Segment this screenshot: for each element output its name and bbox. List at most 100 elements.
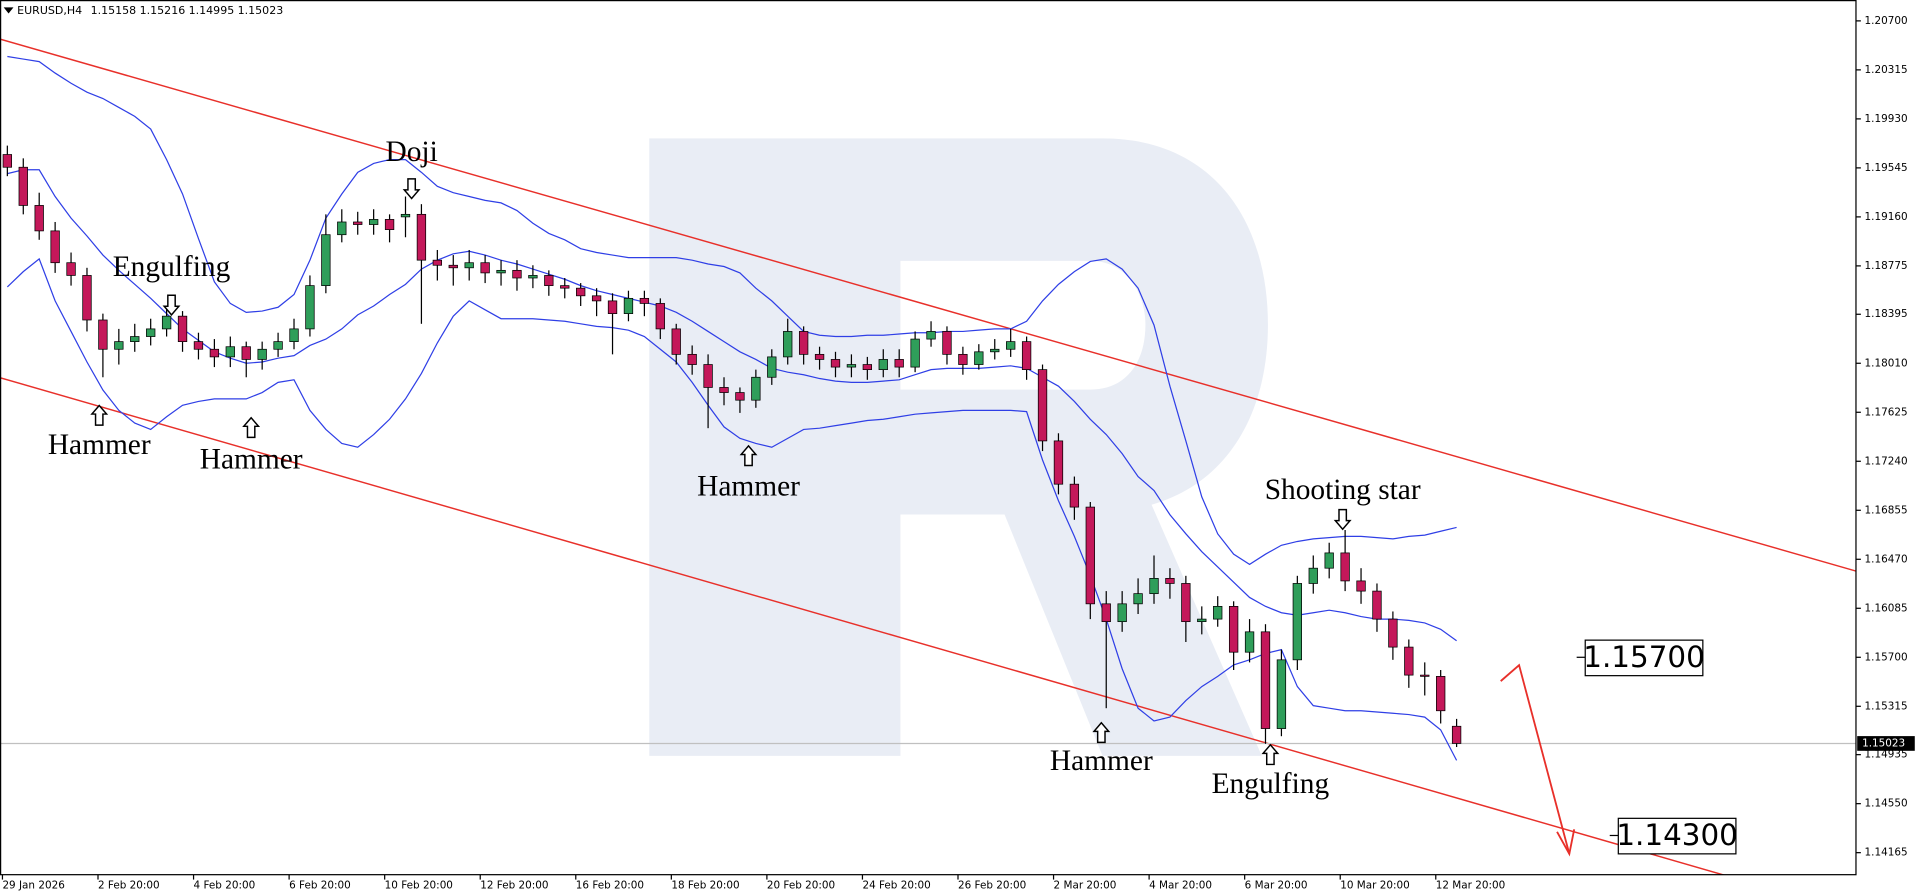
candle-body xyxy=(1292,583,1302,661)
candle-body xyxy=(257,348,267,360)
candle-body xyxy=(862,364,873,370)
candle-body xyxy=(623,297,634,314)
y-tick-label: 1.14165 xyxy=(1865,847,1908,859)
candle-body xyxy=(1228,606,1239,653)
candle-body xyxy=(1356,580,1366,592)
y-tick-label: 1.17240 xyxy=(1865,455,1908,467)
plot-area xyxy=(0,38,1856,875)
candle-body xyxy=(974,351,984,365)
current-price-tag xyxy=(1857,736,1915,751)
candle-body xyxy=(1420,674,1430,677)
candle-body xyxy=(114,341,124,350)
x-tick-label: 12 Feb 20:00 xyxy=(480,880,548,892)
candle-body xyxy=(98,319,108,350)
menu-triangle xyxy=(3,7,14,14)
candle-body xyxy=(496,269,506,274)
candle-body xyxy=(942,331,952,355)
level-box xyxy=(1584,639,1704,677)
candle-body xyxy=(82,275,92,321)
candle-body xyxy=(576,287,586,297)
candle-body xyxy=(830,359,841,368)
x-tick-label: 20 Feb 20:00 xyxy=(767,880,835,892)
candle-body xyxy=(1085,506,1095,605)
candle-body xyxy=(783,331,793,358)
candle-body xyxy=(209,348,220,358)
candle-body xyxy=(321,234,331,286)
x-tick-label: 16 Feb 20:00 xyxy=(576,880,644,892)
x-tick-label: 10 Feb 20:00 xyxy=(385,880,453,892)
y-tick-label: 1.19930 xyxy=(1865,113,1908,125)
candle-body xyxy=(273,341,283,350)
candle-body xyxy=(480,262,490,274)
candle-body xyxy=(1053,440,1064,485)
x-tick-label: 2 Feb 20:00 xyxy=(98,880,160,892)
y-tick-label: 1.19160 xyxy=(1865,211,1908,223)
y-tick-label: 1.16855 xyxy=(1865,504,1908,516)
y-tick-label: 1.19545 xyxy=(1865,162,1908,174)
candle-body xyxy=(1276,659,1287,729)
candle-body xyxy=(814,353,825,360)
x-tick-label: 12 Mar 20:00 xyxy=(1436,880,1505,892)
candle-body xyxy=(687,353,697,365)
candle-body xyxy=(1436,676,1446,712)
candle-body xyxy=(894,359,904,368)
candle-body xyxy=(751,376,761,401)
symbol-label: EURUSD,H4 xyxy=(17,4,82,17)
candle-body xyxy=(130,336,140,342)
candle-body xyxy=(910,338,920,368)
candle-body xyxy=(146,328,156,337)
candle-body xyxy=(66,262,76,276)
candle-body xyxy=(1404,646,1414,676)
y-tick-label: 1.20700 xyxy=(1865,15,1908,27)
ohlc-open: 1.15158 xyxy=(91,4,137,17)
candle-body xyxy=(400,213,411,218)
candle-body xyxy=(655,303,665,330)
candle-body xyxy=(703,364,713,388)
y-tick-label: 1.16470 xyxy=(1865,553,1908,565)
candle-body xyxy=(50,230,60,264)
band-line xyxy=(7,169,1457,642)
candle-body xyxy=(671,328,681,355)
candle-body xyxy=(1324,552,1334,569)
candle-body xyxy=(1308,567,1318,584)
current-price-label: 1.15023 xyxy=(1862,737,1905,749)
y-tick-label: 1.15315 xyxy=(1865,700,1908,712)
level-label: 1.14300 xyxy=(1616,818,1738,852)
y-tick-label: 1.15700 xyxy=(1865,651,1908,663)
forecast-arrowhead xyxy=(1556,829,1576,857)
y-tick-label: 1.18775 xyxy=(1865,260,1908,272)
y-tick-label: 1.14550 xyxy=(1865,798,1908,810)
y-tick-label: 1.16085 xyxy=(1865,602,1908,614)
band-line xyxy=(7,55,1457,566)
candle-body xyxy=(735,392,745,401)
x-tick-label: 4 Mar 20:00 xyxy=(1149,880,1212,892)
pattern-label: Hammer xyxy=(1050,745,1153,777)
candle-body xyxy=(1340,552,1350,582)
candle-body xyxy=(1260,631,1271,729)
channel-line xyxy=(0,38,1856,572)
candle-body xyxy=(1388,618,1398,648)
candle-body xyxy=(2,154,13,168)
ohlc-close: 1.15023 xyxy=(238,4,284,17)
x-tick-label: 4 Feb 20:00 xyxy=(194,880,256,892)
candle-body xyxy=(528,275,538,279)
x-tick-label: 10 Mar 20:00 xyxy=(1340,880,1409,892)
level-label: 1.15700 xyxy=(1583,640,1705,674)
pattern-label: Engulfing xyxy=(113,251,231,283)
candle-body xyxy=(1069,483,1080,508)
candle-body xyxy=(846,364,857,368)
candle-body xyxy=(1372,590,1382,620)
pattern-label: Engulfing xyxy=(1212,768,1330,800)
candle-body xyxy=(177,315,188,342)
candle-body xyxy=(18,166,28,206)
channel-line xyxy=(0,376,1726,875)
candle-body xyxy=(225,346,235,358)
candle-body xyxy=(161,315,172,330)
candle-body xyxy=(1165,578,1175,584)
candle-body xyxy=(1117,603,1127,623)
candle-body xyxy=(241,346,251,360)
candle-body xyxy=(1213,606,1223,620)
candle-body xyxy=(448,264,458,269)
candle-body xyxy=(1006,341,1016,350)
candle-body xyxy=(353,221,363,225)
